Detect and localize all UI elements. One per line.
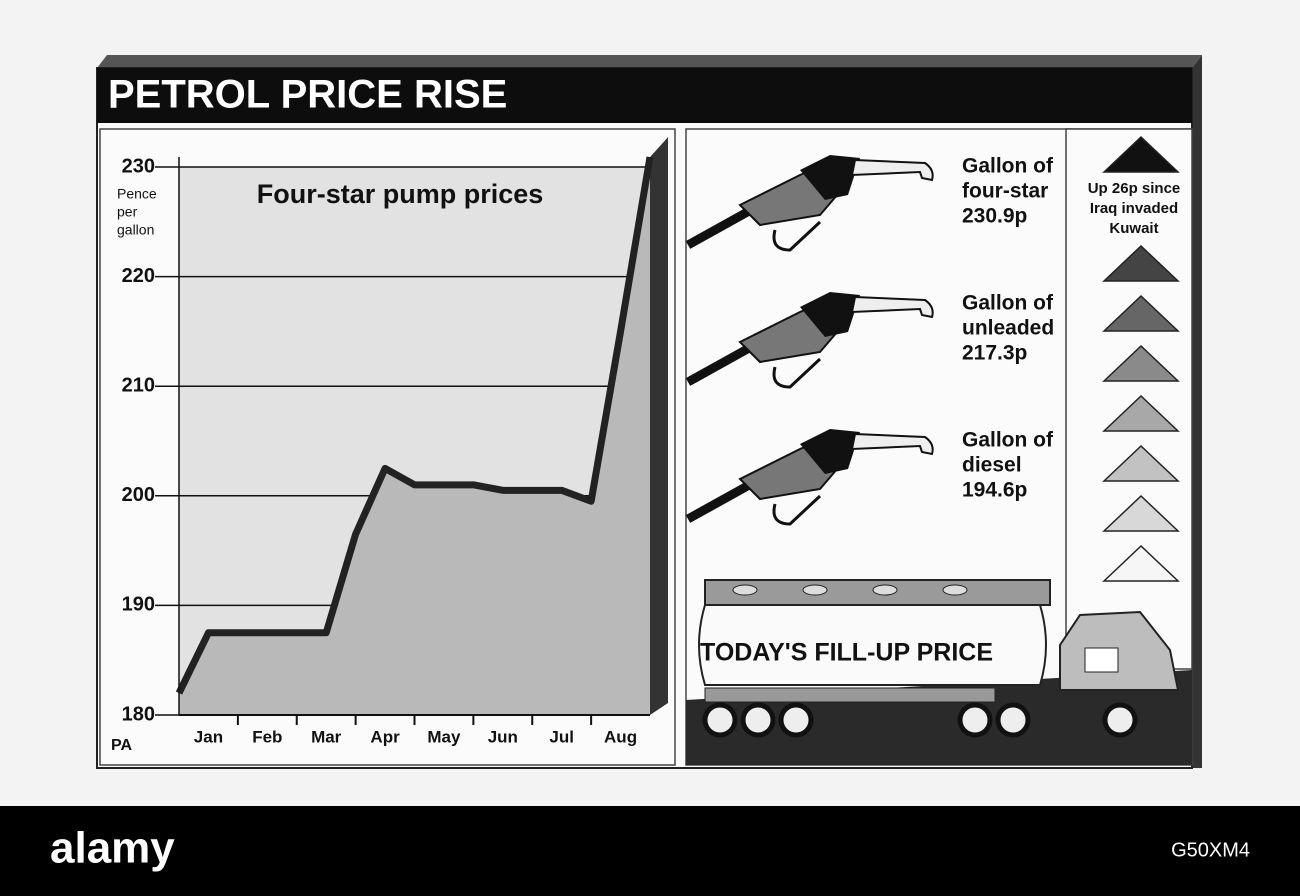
title: PETROL PRICE RISE [108,73,507,117]
footer-brand: alamy [50,824,175,873]
area [179,157,650,716]
x-tick-label: Jan [194,727,223,746]
hatch [732,584,758,596]
price-label: Gallon of [962,429,1054,452]
pump-nozzle [850,432,934,456]
y-tick-label: 200 [122,484,155,506]
price-label: Gallon of [962,292,1054,315]
title-bar [97,68,1192,123]
frame-top [97,55,1202,68]
price-label: Gallon of [962,155,1054,178]
x-tick-label: Mar [311,727,342,746]
frame-side [1192,55,1202,768]
wheel [995,702,1031,738]
x-tick-label: May [427,727,461,746]
triangle [1102,444,1180,482]
triangle [1102,544,1180,582]
pump-head [800,155,860,200]
y-tick-label: 190 [122,594,155,616]
x-tick-label: Jul [549,727,574,746]
pump-trigger [772,357,822,389]
hatch [872,584,898,596]
triangle [1102,244,1180,282]
x-tick-label: Jun [488,727,518,746]
y-tick-label: 230 [122,155,155,177]
x-tick-label: Apr [370,727,400,746]
wheel [778,702,814,738]
note: Kuwait [1109,220,1158,237]
pump-nozzle [850,158,934,182]
hatch [942,584,968,596]
source: PA [111,737,132,754]
wheel [740,702,776,738]
note: Up 26p since [1088,180,1181,197]
tanker-label: TODAY'S FILL-UP PRICE [700,639,993,667]
footer-code: G50XM4 [1171,839,1250,861]
subtitle: Four-star pump prices [257,179,544,209]
pump-head [800,292,860,337]
y-axis-label: gallon [117,222,154,238]
y-axis-label: Pence [117,186,157,202]
cab-window [1084,647,1119,673]
chassis [704,687,996,703]
x-tick-label: Feb [252,727,282,746]
pump-trigger [772,494,822,526]
note: Iraq invaded [1090,200,1178,217]
price-label: 230.9p [962,205,1027,228]
area-edge [650,137,668,716]
triangle [1102,294,1180,332]
tank [698,604,1047,686]
y-tick-label: 180 [122,703,155,725]
y-tick-label: 220 [122,265,155,287]
triangle [1102,394,1180,432]
pump-nozzle [850,295,934,319]
plot: 180 190 200 210 220 230 Jan Feb Mar Apr May Jun Jul A… [111,137,668,754]
price-label: 217.3p [962,342,1027,365]
price-label: four-star [962,180,1048,203]
line [175,156,654,695]
footer-bar [0,806,1300,896]
triangle [1102,494,1180,532]
triangle [1102,344,1180,382]
y-tick-label: 210 [122,374,155,396]
wheel [957,702,993,738]
pump-trigger [772,220,822,252]
triangle [1102,135,1180,173]
pump-head [800,429,860,474]
price-label: diesel [962,454,1022,477]
hatch [802,584,828,596]
price-label: 194.6p [962,479,1027,502]
wheel [702,702,738,738]
price-label: unleaded [962,317,1054,340]
y-axis-label: per [117,204,138,220]
wheel [1102,702,1138,738]
x-tick-label: Aug [604,727,637,746]
triangles: Up 26p since Iraq invaded Kuwait [1088,135,1181,582]
